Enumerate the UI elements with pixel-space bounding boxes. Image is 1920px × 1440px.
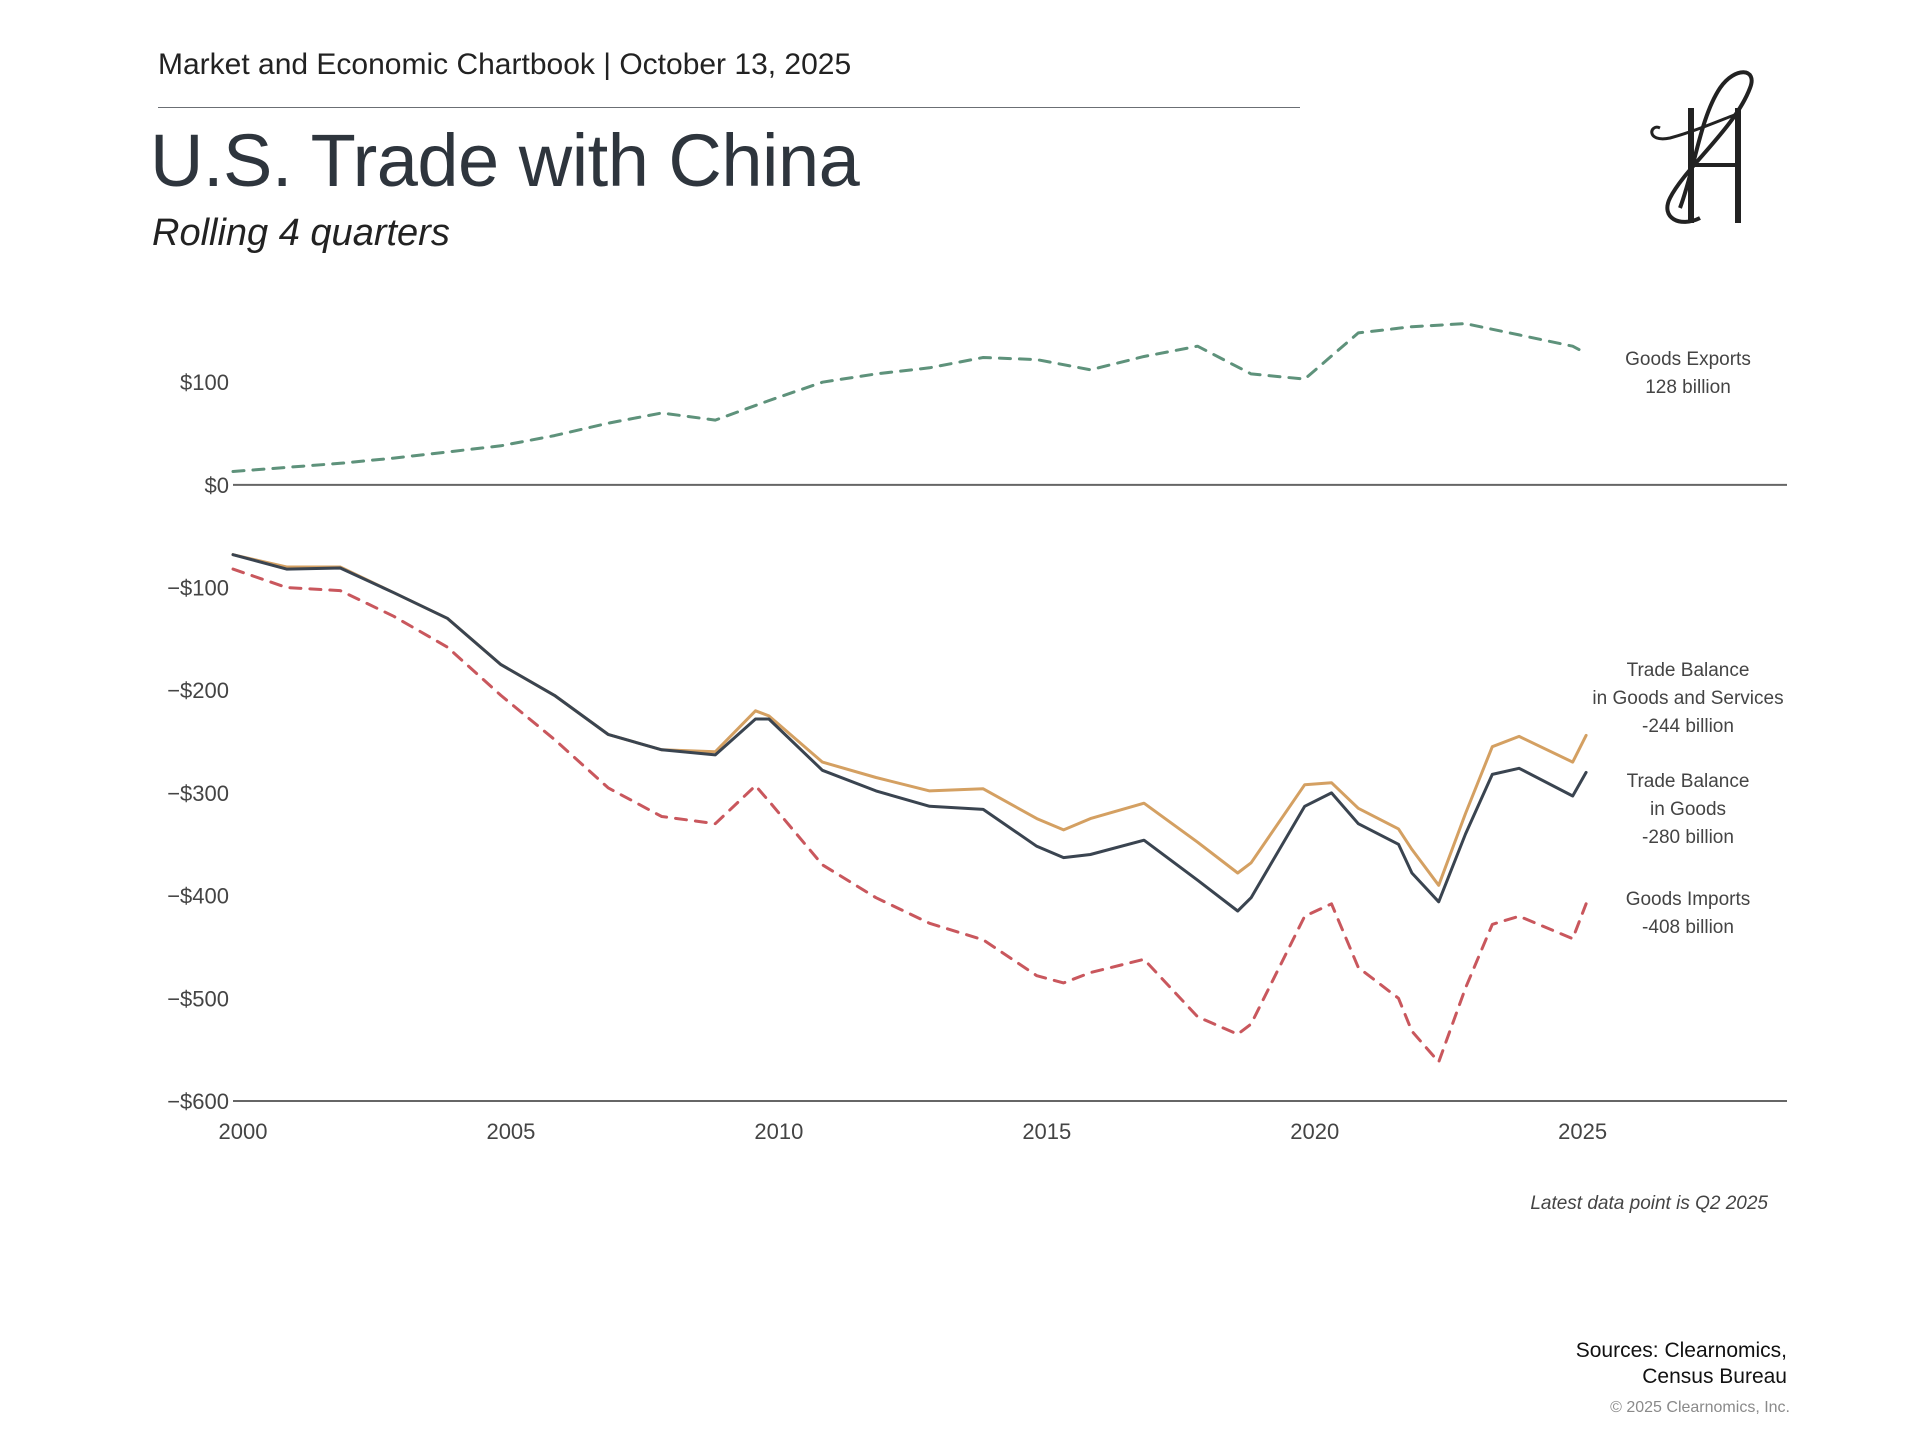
x-tick-label: 2000: [219, 1119, 268, 1144]
y-tick-label: −$400: [167, 884, 229, 909]
brand-logo-icon: [1650, 70, 1754, 224]
y-tick-label: −$300: [167, 781, 229, 806]
sources: Sources: Clearnomics, Census Bureau: [1576, 1338, 1787, 1390]
series-label-balance_goods: in Goods: [1650, 799, 1726, 820]
series-label-exports: Goods Exports: [1625, 349, 1751, 370]
series-label-balance_goods: -280 billion: [1642, 827, 1734, 848]
sources-line-2: Census Bureau: [1642, 1365, 1787, 1388]
chartbook-header: Market and Economic Chartbook | October …: [158, 48, 852, 81]
copyright: © 2025 Clearnomics, Inc.: [1610, 1399, 1790, 1416]
latest-data-note: Latest data point is Q2 2025: [1530, 1193, 1768, 1214]
x-tick-label: 2025: [1558, 1119, 1607, 1144]
y-tick-label: −$500: [167, 986, 229, 1011]
series-label-balance_gs: Trade Balance: [1627, 660, 1750, 681]
y-tick-label: −$600: [167, 1089, 229, 1114]
sources-line-1: Sources: Clearnomics,: [1575, 1339, 1787, 1362]
x-tick-label: 2010: [754, 1119, 803, 1144]
series-label-balance_gs: -244 billion: [1642, 716, 1734, 737]
series-label-exports: 128 billion: [1645, 377, 1731, 398]
y-tick-label: −$100: [167, 576, 229, 601]
x-tick-label: 2020: [1290, 1119, 1339, 1144]
x-tick-label: 2005: [486, 1119, 535, 1144]
header-divider: [158, 107, 1300, 108]
series-line-exports: [231, 322, 1588, 473]
series-label-imports: Goods Imports: [1626, 889, 1751, 910]
page-title: U.S. Trade with China: [150, 119, 860, 202]
y-tick-label: −$200: [167, 678, 229, 703]
series-label-balance_goods: Trade Balance: [1627, 771, 1750, 792]
page-subtitle: Rolling 4 quarters: [152, 212, 450, 254]
y-tick-label: $100: [180, 370, 229, 395]
series-line-imports: [231, 567, 1588, 1064]
series-label-imports: -408 billion: [1642, 917, 1734, 938]
series-line-balance_goods: [231, 553, 1588, 913]
series-label-balance_gs: in Goods and Services: [1592, 688, 1783, 709]
x-tick-label: 2015: [1022, 1119, 1071, 1144]
y-tick-label: $0: [205, 473, 229, 498]
